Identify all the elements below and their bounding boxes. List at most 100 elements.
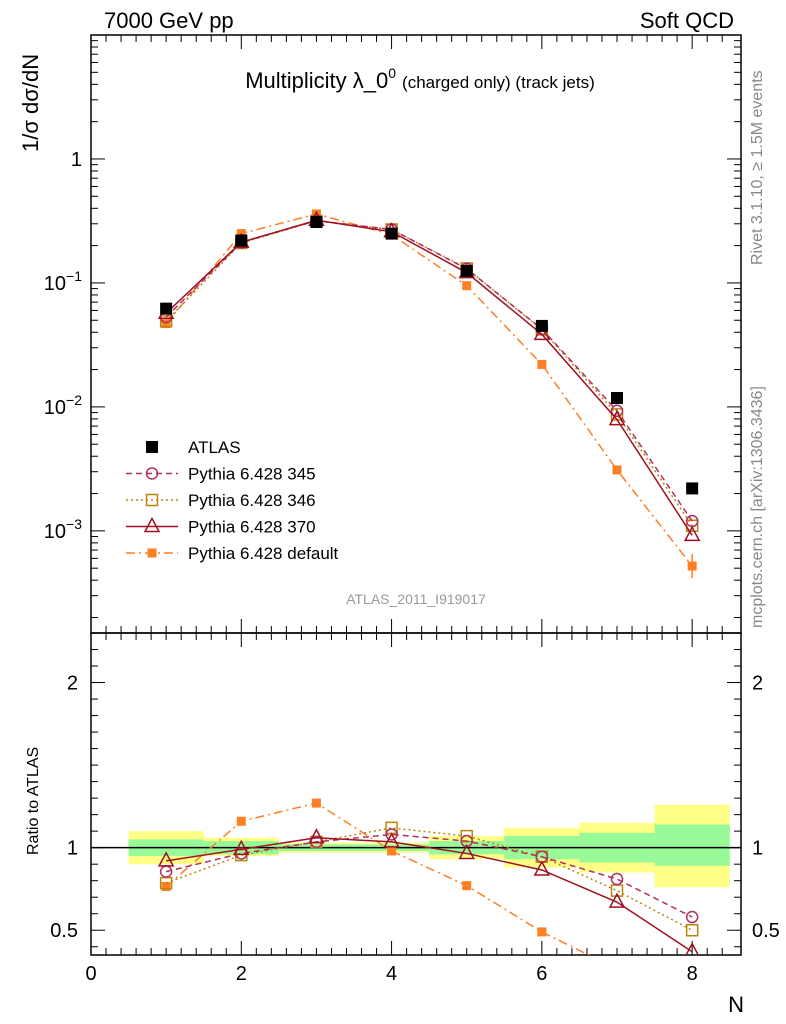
point-p370: [608, 892, 626, 908]
y-tick-label: 10−2: [44, 392, 82, 419]
legend-marker-p370: [143, 516, 161, 533]
point-atlas: [535, 319, 548, 332]
y-tick-base: 10: [44, 273, 66, 295]
legend: ATLAS Pythia 6.428 345 Pythia 6.428 346 Pyt…: [126, 438, 339, 563]
point-p370: [533, 324, 551, 341]
point-p370: [608, 410, 626, 426]
point-p370: [383, 832, 400, 848]
watermark: ATLAS_2011_I919017: [346, 591, 486, 607]
x-tick-label: 4: [386, 963, 397, 985]
legend-item-p346: Pythia 6.428 346: [126, 491, 316, 510]
y-tick-exp: −2: [66, 392, 82, 408]
series-p370: [157, 828, 700, 955]
point-pdef: [311, 209, 321, 219]
point-pdef: [161, 319, 171, 329]
point-p345: [385, 828, 398, 841]
ratio-panel: 0 2 4 6 8 0.5 0.5 1 1 2 2: [50, 632, 780, 985]
point-atlas: [160, 302, 173, 315]
point-atlas: [235, 234, 248, 247]
x-tick-label: 2: [236, 963, 247, 985]
series-atlas: [160, 216, 699, 495]
band-inner: [654, 824, 730, 866]
legend-marker-p346: [145, 493, 159, 507]
point-p345: [235, 847, 248, 860]
point-p346: [685, 923, 699, 937]
ratio-y-tick-label: 2: [67, 673, 78, 695]
point-atlas: [686, 482, 699, 495]
ratio-y-tick-label-right: 2: [752, 673, 763, 695]
series-p345: [159, 828, 699, 924]
point-p345: [610, 404, 624, 418]
ylabel-bottom: Ratio to ATLAS: [25, 747, 42, 855]
y-tick-exp: −1: [66, 268, 82, 284]
series-line-p345: [165, 219, 693, 522]
point-p370: [233, 839, 250, 856]
point-pdef: [387, 846, 397, 856]
y-tick-exp: −3: [66, 516, 82, 532]
point-pdef: [537, 927, 547, 937]
y-tick-label: 10−3: [44, 516, 82, 543]
legend-item-p345: Pythia 6.428 345: [126, 465, 316, 484]
header-left: 7000 GeV pp: [104, 8, 234, 33]
ratio-y-tick-label: 0.5: [50, 920, 78, 942]
legend-label-pdef: Pythia 6.428 default: [188, 544, 339, 563]
ylabel-top: 1/σ dσ/dN: [18, 54, 43, 152]
point-p370: [157, 851, 175, 867]
main-panel: 110−110−210−3: [44, 34, 742, 955]
ratio-y-tick-label-right: 1: [752, 838, 763, 860]
point-p370: [458, 843, 475, 860]
title-note: (charged only) (track jets): [402, 73, 595, 92]
point-p345: [685, 910, 699, 924]
point-pdef: [613, 965, 622, 974]
legend-item-pdef: Pythia 6.428 default: [126, 544, 339, 563]
point-atlas: [310, 216, 323, 229]
series-line-p370: [166, 837, 693, 953]
legend-item-atlas: ATLAS: [146, 438, 241, 457]
point-atlas: [385, 227, 398, 240]
legend-marker-pdef: [147, 548, 157, 558]
legend-label-p370: Pythia 6.428 370: [188, 518, 316, 537]
legend-label-p346: Pythia 6.428 346: [188, 491, 316, 510]
point-atlas: [460, 264, 473, 277]
point-pdef: [612, 465, 622, 475]
title-sup: 0: [388, 65, 396, 81]
point-p345: [310, 835, 323, 849]
legend-marker-p345: [145, 467, 159, 480]
series-pdef: [161, 209, 697, 571]
point-pdef: [462, 881, 472, 891]
xlabel: N: [728, 992, 744, 1017]
series-line-pdef: [165, 213, 693, 567]
series-line-p370: [165, 219, 693, 536]
point-p370: [685, 942, 700, 955]
y-tick-base: 10: [44, 397, 66, 419]
point-pdef: [311, 798, 321, 808]
x-tick-label: 6: [536, 963, 547, 985]
series-line-pdef: [165, 802, 591, 955]
title-main: Multiplicity λ_0: [245, 68, 388, 93]
series-p346: [159, 214, 699, 532]
y-tick-label: 10−1: [44, 268, 82, 295]
point-p345: [610, 872, 624, 886]
point-pdef: [236, 816, 246, 826]
legend-marker-atlas: [146, 441, 158, 453]
y-tick-base: 10: [44, 521, 66, 543]
point-p346: [159, 315, 173, 328]
legend-item-p370: Pythia 6.428 370: [126, 516, 316, 537]
ratio-y-tick-label-right: 0.5: [752, 920, 780, 942]
x-tick-label: 0: [85, 963, 96, 985]
point-atlas: [611, 391, 624, 404]
side-label-rivet: Rivet 3.1.10, ≥ 1.5M events: [749, 70, 766, 265]
ratio-y-tick-label: 1: [67, 838, 78, 860]
point-p370: [683, 525, 701, 542]
ratio-frame: [90, 632, 742, 956]
legend-label-p345: Pythia 6.428 345: [188, 465, 316, 484]
ratio-bands: [128, 804, 730, 888]
x-tick-label: 8: [687, 963, 698, 985]
legend-label-atlas: ATLAS: [188, 438, 241, 457]
point-p370: [533, 860, 551, 876]
series-pdef: [161, 798, 622, 974]
point-pdef: [537, 359, 547, 369]
series-line-p346: [165, 827, 693, 931]
y-tick-label: 1: [71, 149, 82, 171]
